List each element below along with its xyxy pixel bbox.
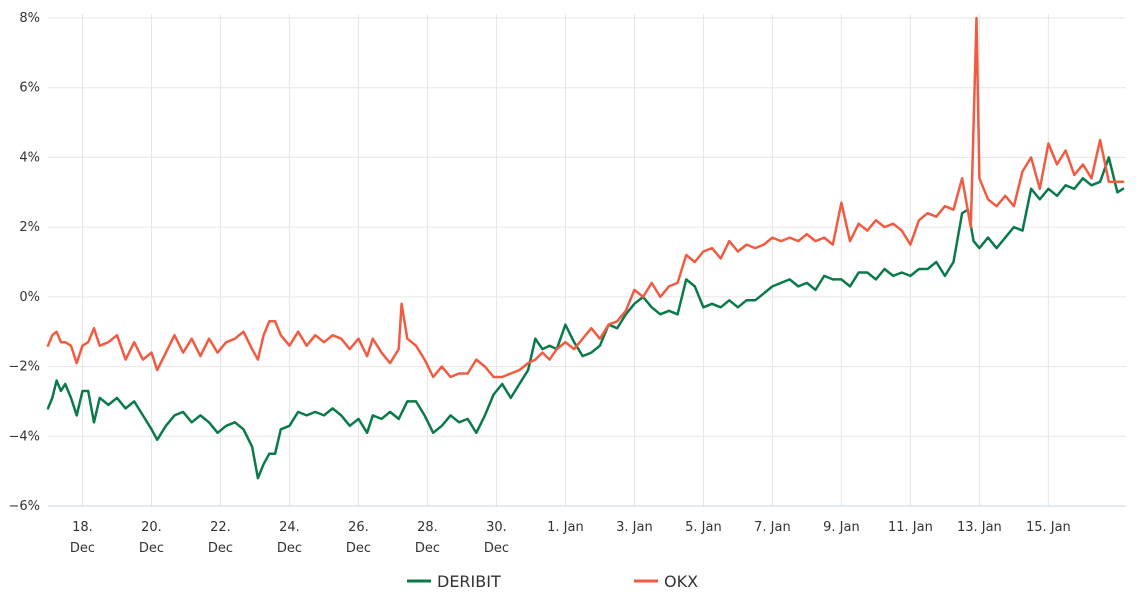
y-tick-label: 2% (19, 220, 40, 235)
x-tick-label: 7. Jan (754, 520, 791, 535)
x-tick-label: 24. (279, 520, 300, 535)
x-tick-label: 1. Jan (547, 520, 584, 535)
legend-item-deribit[interactable]: DERIBIT (407, 572, 501, 591)
x-tick-label-line2: Dec (139, 541, 164, 556)
y-tick-label: 4% (19, 150, 40, 165)
x-tick-label: 20. (141, 520, 162, 535)
y-axis-ticks: −6% −4% −2% 0% 2% 4% 6% 8% (8, 11, 40, 514)
x-tick-label: 18. (72, 520, 93, 535)
x-grid (81, 14, 1049, 506)
series-line-okx[interactable] (46, 16, 1125, 379)
y-tick-label: −4% (8, 429, 40, 444)
x-tick-label: 5. Jan (685, 520, 722, 535)
x-tick-label: 30. (486, 520, 507, 535)
x-tick-label: 26. (348, 520, 369, 535)
x-tick-label-line2: Dec (346, 541, 371, 556)
x-tick-label-line2: Dec (484, 541, 509, 556)
legend-label-okx: OKX (664, 572, 698, 591)
y-tick-label: 0% (19, 290, 40, 305)
y-tick-label: −2% (8, 360, 40, 375)
x-tick-label: 9. Jan (823, 520, 860, 535)
y-tick-label: 6% (19, 81, 40, 96)
y-grid (48, 17, 1126, 437)
x-tick-label-line2: Dec (70, 541, 95, 556)
legend: DERIBIT OKX (407, 572, 698, 591)
x-tick-label: 11. Jan (888, 520, 933, 535)
x-tick-label: 28. (417, 520, 438, 535)
x-tick-label: 3. Jan (616, 520, 653, 535)
series-lines (46, 16, 1125, 480)
x-tick-label: 13. Jan (957, 520, 1002, 535)
x-tick-label-line2: Dec (415, 541, 440, 556)
y-tick-label: −6% (8, 499, 40, 514)
legend-item-okx[interactable]: OKX (634, 572, 698, 591)
legend-label-deribit: DERIBIT (437, 572, 501, 591)
x-tick-label-line2: Dec (208, 541, 233, 556)
x-tick-label: 22. (210, 520, 231, 535)
x-axis-ticks: 18. Dec 20. Dec 22. Dec 24. Dec 26. Dec 28. Dec 30. D… (70, 520, 1071, 556)
y-tick-label: 8% (19, 11, 40, 26)
x-tick-label: 15. Jan (1026, 520, 1071, 535)
series-line-deribit[interactable] (46, 156, 1125, 480)
x-tick-label-line2: Dec (277, 541, 302, 556)
